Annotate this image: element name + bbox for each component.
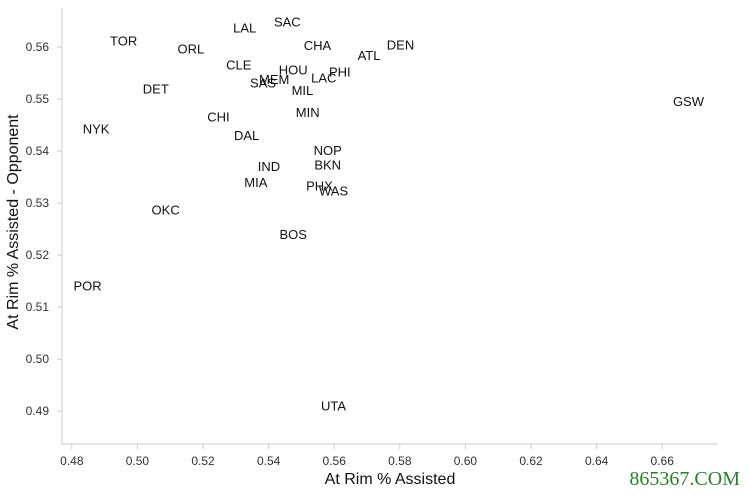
x-tick-label: 0.54 [257, 454, 281, 468]
x-tick-label: 0.58 [388, 454, 412, 468]
x-tick-label: 0.62 [519, 454, 543, 468]
point-bos: BOS [280, 227, 308, 242]
axes [61, 8, 718, 445]
y-tick-label: 0.51 [26, 300, 50, 314]
y-tick-label: 0.55 [26, 92, 50, 106]
x-axis-title: At Rim % Assisted [325, 471, 456, 488]
y-tick-label: 0.56 [26, 40, 50, 54]
point-gsw: GSW [673, 94, 705, 109]
y-tick-label: 0.54 [26, 144, 50, 158]
x-tick-label: 0.60 [454, 454, 478, 468]
point-bkn: BKN [314, 158, 341, 173]
team-points: SAC LAL TOR CHA DEN ORL ATL CLE HOU PHI MEM LAC SAS D… [73, 15, 704, 414]
point-atl: ATL [358, 48, 381, 63]
point-orl: ORL [178, 42, 205, 57]
x-tick-label: 0.48 [60, 454, 84, 468]
point-hou: HOU [279, 62, 308, 77]
point-okc: OKC [152, 202, 180, 217]
y-tick-label: 0.49 [26, 404, 50, 418]
point-det: DET [143, 82, 169, 97]
point-min: MIN [296, 105, 320, 120]
x-tick-label: 0.64 [585, 454, 609, 468]
y-tick-label: 0.53 [26, 196, 50, 210]
y-axis-title: At Rim % Assisted - Opponent [5, 114, 22, 330]
point-lac: LAC [311, 71, 336, 86]
y-tick-label: 0.50 [26, 352, 50, 366]
point-ind: IND [258, 159, 280, 174]
point-nyk: NYK [83, 122, 110, 137]
point-phx: PHX [306, 178, 333, 193]
x-tick-label: 0.56 [323, 454, 347, 468]
point-sas: SAS [250, 75, 276, 90]
x-tick-label: 0.52 [191, 454, 215, 468]
point-por: POR [73, 278, 101, 293]
point-cha: CHA [304, 38, 332, 53]
x-tick-label: 0.66 [651, 454, 675, 468]
point-nop: NOP [314, 143, 342, 158]
x-tick-label: 0.50 [126, 454, 150, 468]
point-was: WAS [319, 184, 348, 199]
point-phi: PHI [329, 64, 351, 79]
y-axis-ticks: 0.49 0.50 0.51 0.52 0.53 0.54 0.55 0.56 [26, 40, 62, 418]
watermark: 865367.COM [629, 468, 740, 490]
point-mia: MIA [244, 175, 267, 190]
point-lal: LAL [233, 20, 256, 35]
point-tor: TOR [110, 33, 137, 48]
point-mil: MIL [292, 83, 314, 98]
y-tick-label: 0.52 [26, 248, 50, 262]
point-uta: UTA [321, 398, 346, 413]
point-dal: DAL [234, 128, 259, 143]
point-sac: SAC [274, 15, 301, 30]
point-chi: CHI [207, 110, 229, 125]
point-mem: MEM [259, 72, 289, 87]
x-axis-ticks: 0.48 0.50 0.52 0.54 0.56 0.58 0.60 0.62 0.64 0.66 [60, 444, 674, 468]
point-den: DEN [387, 37, 414, 52]
point-cle: CLE [226, 58, 252, 73]
